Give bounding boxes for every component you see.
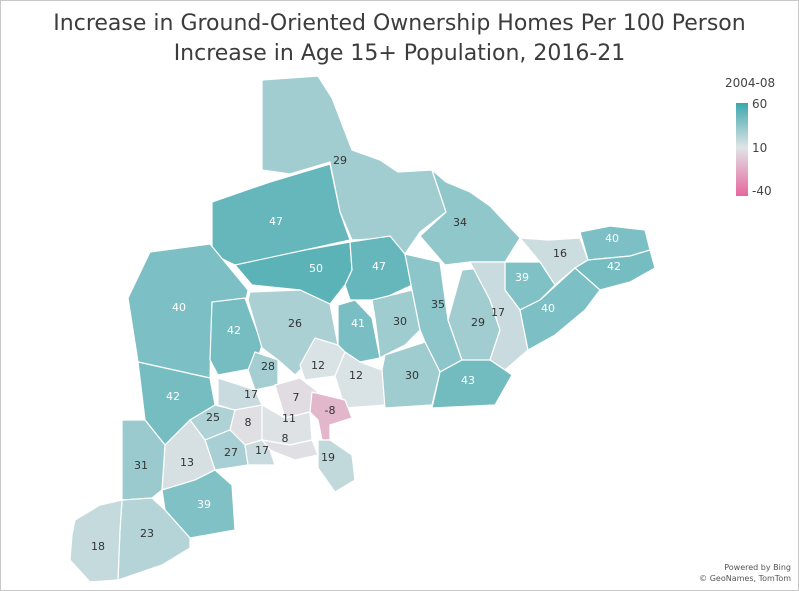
map-regions: [69, 75, 656, 583]
region-label-r42sw: 42: [166, 390, 180, 403]
region-label-r13: 13: [180, 456, 194, 469]
region-label-r8b: 8: [282, 432, 289, 445]
region-label-r35: 35: [431, 298, 445, 311]
legend-mid-label: 10: [752, 141, 768, 155]
region-label-r40w: 40: [172, 301, 186, 314]
region-label-r11: 11: [282, 412, 296, 425]
region-label-r19: 19: [321, 451, 335, 464]
region-label-r42w: 42: [227, 324, 241, 337]
region-label-r30a: 30: [393, 315, 407, 328]
region-label-r50: 50: [309, 262, 323, 275]
region-label-r28: 28: [261, 360, 275, 373]
region-label-r42ne: 42: [607, 260, 621, 273]
region-r18[interactable]: [69, 499, 123, 583]
map-title-line1: Increase in Ground-Oriented Ownership Ho…: [53, 11, 746, 36]
region-label-r12a: 12: [311, 359, 325, 372]
region-label-r26: 26: [288, 317, 302, 330]
map-labels: 29 47 34 50 47 16 40 42 39 40 42 26 41 30 35 29 17 40 28 12…: [91, 154, 621, 553]
region-r28[interactable]: [247, 351, 279, 391]
region-label-r17e: 17: [491, 306, 505, 319]
geonames-credit: © GeoNames, TomTom: [699, 574, 791, 583]
region-r17e[interactable]: [469, 261, 529, 371]
region-r29[interactable]: [261, 75, 447, 255]
region-label-r41: 41: [351, 317, 365, 330]
map-title-line2: Increase in Age 15+ Population, 2016-21: [173, 41, 626, 66]
region-label-rneg8: -8: [325, 404, 336, 417]
region-r40e[interactable]: [519, 267, 601, 351]
region-label-r43: 43: [461, 374, 475, 387]
region-label-r39e: 39: [515, 271, 529, 284]
region-r30b[interactable]: [381, 341, 441, 409]
region-label-r8a: 8: [245, 416, 252, 429]
region-label-r47b: 47: [372, 260, 386, 273]
region-label-r7: 7: [293, 391, 300, 404]
region-label-r18: 18: [91, 540, 105, 553]
legend-max-label: 60: [752, 97, 768, 111]
region-label-r40e: 40: [541, 302, 555, 315]
region-r43[interactable]: [431, 359, 513, 409]
region-label-r30b: 30: [405, 369, 419, 382]
region-label-r25: 25: [206, 411, 220, 424]
region-label-r29: 29: [333, 154, 347, 167]
region-label-r47a: 47: [269, 215, 283, 228]
legend-gradient-bar: [736, 103, 748, 196]
region-r17s[interactable]: [244, 439, 276, 466]
region-label-r34: 34: [453, 216, 467, 229]
region-label-r17w: 17: [244, 388, 258, 401]
region-r19[interactable]: [317, 439, 356, 493]
legend-min-label: -40: [752, 184, 772, 198]
region-label-r23: 23: [140, 527, 154, 540]
region-label-r29b: 29: [471, 316, 485, 329]
region-label-r39s: 39: [197, 498, 211, 511]
region-label-r31: 31: [134, 459, 148, 472]
region-r34[interactable]: [419, 168, 521, 266]
region-label-r40ne: 40: [605, 232, 619, 245]
bing-credit: Powered by Bing: [724, 563, 791, 572]
region-label-r17s: 17: [255, 444, 269, 457]
legend-title: 2004-08: [725, 76, 776, 90]
region-label-r27: 27: [224, 446, 238, 459]
region-label-r12b: 12: [349, 369, 363, 382]
region-label-r16: 16: [553, 247, 567, 260]
